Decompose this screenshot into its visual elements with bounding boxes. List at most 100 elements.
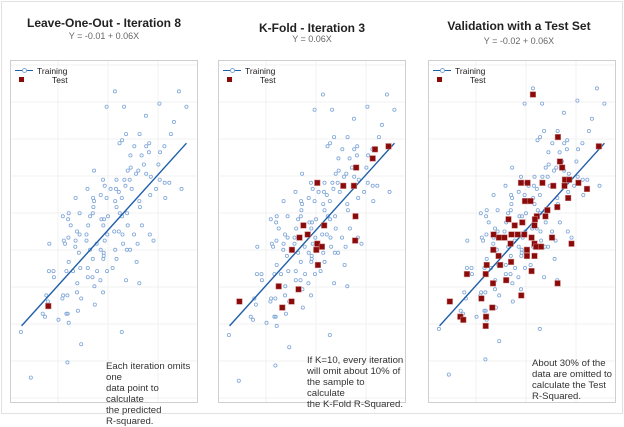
training-point xyxy=(594,86,599,91)
training-point xyxy=(486,220,491,225)
training-point xyxy=(154,186,159,191)
training-point xyxy=(125,223,130,228)
training-point xyxy=(163,195,168,200)
training-point xyxy=(493,226,498,231)
training-point xyxy=(300,171,305,176)
training-point xyxy=(309,180,314,185)
training-point xyxy=(575,174,580,179)
training-point xyxy=(144,171,149,176)
training-point xyxy=(110,265,115,270)
test-point xyxy=(595,143,602,150)
training-point xyxy=(102,183,107,188)
test-point xyxy=(531,222,538,229)
test-point xyxy=(521,231,528,238)
training-point xyxy=(85,186,90,191)
training-point xyxy=(327,332,332,337)
training-point xyxy=(134,259,139,264)
training-point xyxy=(332,250,337,255)
training-point xyxy=(352,147,357,152)
training-point xyxy=(259,278,264,283)
training-point xyxy=(129,186,134,191)
test-point xyxy=(236,298,243,305)
test-point xyxy=(568,240,575,247)
training-point xyxy=(342,174,347,179)
training-point xyxy=(552,256,557,261)
training-point xyxy=(101,223,106,228)
chart-title: K-Fold - Iteration 3 xyxy=(259,21,365,35)
training-point xyxy=(98,278,103,283)
test-point xyxy=(511,222,518,229)
training-point xyxy=(73,238,78,243)
training-point xyxy=(589,116,594,121)
training-point xyxy=(137,281,142,286)
training-point xyxy=(325,144,330,149)
training-point xyxy=(148,192,153,197)
training-point xyxy=(51,269,56,274)
training-point xyxy=(585,177,590,182)
training-point xyxy=(120,232,125,237)
test-point xyxy=(483,261,490,269)
test-point xyxy=(497,261,504,269)
training-point xyxy=(294,226,299,231)
training-point xyxy=(272,314,277,319)
test-point xyxy=(528,268,535,275)
training-point xyxy=(539,238,544,243)
training-point xyxy=(342,262,347,267)
annotation-line: If K=10, every iteration xyxy=(307,355,404,366)
training-point xyxy=(124,132,129,137)
training-point xyxy=(274,220,279,225)
training-point xyxy=(524,211,529,216)
training-point xyxy=(327,199,332,204)
training-point xyxy=(580,177,585,182)
training-point xyxy=(273,296,278,301)
training-point xyxy=(534,186,539,191)
training-point xyxy=(484,214,489,219)
training-point xyxy=(106,214,111,219)
training-point xyxy=(318,269,323,274)
test-point xyxy=(371,146,379,153)
training-point xyxy=(298,259,303,264)
training-point xyxy=(75,308,80,313)
test-point xyxy=(288,298,295,305)
scatter-plot xyxy=(11,61,197,402)
test-point xyxy=(565,194,572,202)
training-point xyxy=(116,189,121,194)
training-point xyxy=(162,144,167,149)
training-point xyxy=(564,147,569,152)
training-point xyxy=(376,135,381,140)
test-point xyxy=(314,179,321,186)
training-point xyxy=(122,177,127,182)
training-point xyxy=(78,265,83,270)
training-point xyxy=(46,269,51,274)
test-point xyxy=(350,182,357,189)
training-point xyxy=(18,329,23,334)
training-point xyxy=(546,150,551,155)
training-point xyxy=(43,314,48,319)
training-point xyxy=(531,183,536,188)
test-point xyxy=(519,219,526,226)
training-point xyxy=(123,183,128,188)
legend-test: Test xyxy=(470,74,486,85)
training-point xyxy=(483,290,488,295)
training-point xyxy=(271,244,276,249)
training-point xyxy=(128,165,133,170)
training-point xyxy=(65,293,70,298)
test-square-swatch xyxy=(437,77,442,82)
annotation-line: the K-Fold R-Squared. xyxy=(307,399,403,410)
training-point xyxy=(162,180,167,185)
training-point xyxy=(151,238,156,243)
training-point xyxy=(101,177,106,182)
training-point xyxy=(535,208,540,213)
training-point xyxy=(478,211,483,216)
training-point xyxy=(283,284,288,289)
test-point xyxy=(296,234,303,241)
training-point xyxy=(332,135,337,140)
training-line-swatch xyxy=(223,68,241,73)
training-point xyxy=(322,208,327,213)
training-point xyxy=(157,101,162,106)
training-point xyxy=(528,262,533,267)
training-point xyxy=(293,269,298,274)
training-point xyxy=(379,122,384,127)
test-point xyxy=(369,155,376,162)
test-point xyxy=(517,179,525,186)
